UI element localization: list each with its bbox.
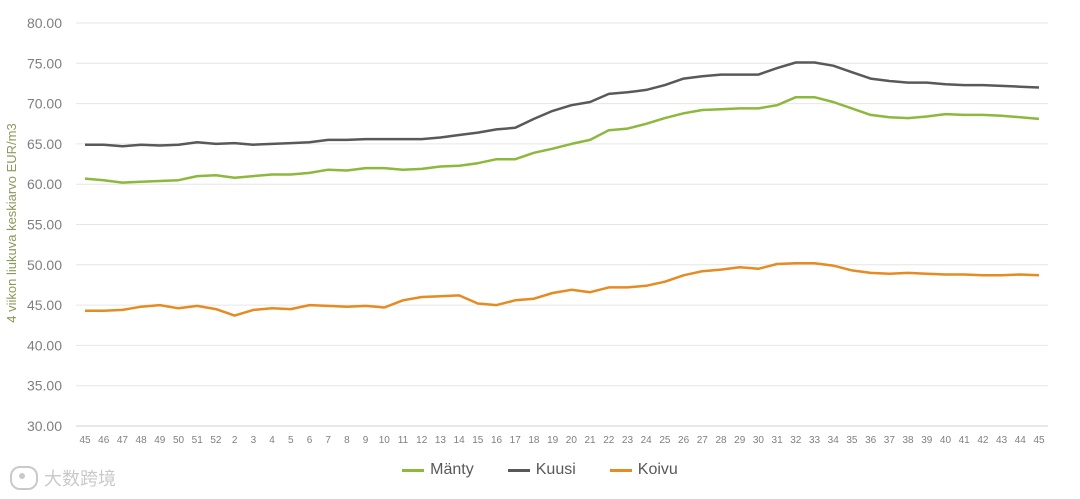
x-tick-label: 43	[996, 435, 1008, 446]
x-tick-label: 18	[528, 435, 540, 446]
x-tick-label: 34	[828, 435, 840, 446]
y-axis-title: 4 viikon liukuva keskiarvo EUR/m3	[4, 123, 19, 322]
x-tick-label: 48	[136, 435, 148, 446]
x-tick-label: 38	[902, 435, 914, 446]
y-tick-label: 40.00	[27, 337, 62, 353]
x-tick-label: 49	[154, 435, 166, 446]
x-tick-label: 26	[678, 435, 690, 446]
legend-swatch	[507, 468, 530, 472]
y-tick-label: 35.00	[27, 378, 62, 394]
y-tick-label: 50.00	[27, 257, 62, 273]
x-tick-label: 21	[584, 435, 596, 446]
x-tick-label: 45	[1033, 435, 1045, 446]
watermark: 大数跨境	[10, 465, 116, 491]
x-tick-label: 16	[491, 435, 503, 446]
x-tick-label: 41	[959, 435, 971, 446]
x-tick-label: 25	[659, 435, 671, 446]
legend-label: Koivu	[637, 461, 678, 478]
x-tick-label: 5	[288, 435, 294, 446]
y-tick-label: 30.00	[27, 418, 62, 434]
y-tick-label: 65.00	[27, 136, 62, 152]
x-tick-label: 12	[416, 435, 428, 446]
x-tick-label: 45	[79, 435, 91, 446]
x-tick-label: 40	[940, 435, 952, 446]
x-tick-label: 9	[363, 435, 369, 446]
series-line-kuusi	[85, 61, 1040, 148]
x-tick-label: 24	[641, 435, 653, 446]
x-tick-label: 2	[232, 435, 238, 446]
x-tick-label: 35	[846, 435, 858, 446]
x-tick-label: 20	[566, 435, 578, 446]
gridlines	[76, 22, 1048, 427]
x-tick-label: 30	[753, 435, 765, 446]
legend-item: Mänty	[402, 461, 474, 479]
x-tick-label: 3	[251, 435, 257, 446]
series-line-koivu	[85, 261, 1040, 317]
y-tick-label: 60.00	[27, 176, 62, 192]
y-tick-label: 75.00	[27, 55, 62, 71]
y-tick-label: 80.00	[27, 15, 62, 31]
x-tick-label: 28	[715, 435, 727, 446]
x-tick-label: 6	[307, 435, 313, 446]
legend-label: Kuusi	[535, 461, 576, 478]
x-tick-label: 36	[865, 435, 877, 446]
x-tick-label: 7	[325, 435, 331, 446]
x-tick-label: 4	[269, 435, 275, 446]
y-tick-label: 55.00	[27, 217, 62, 233]
x-tick-label: 17	[510, 435, 522, 446]
x-tick-label: 31	[772, 435, 784, 446]
x-tick-label: 42	[977, 435, 989, 446]
x-tick-label: 29	[734, 435, 746, 446]
x-tick-label: 47	[117, 435, 129, 446]
x-tick-label: 37	[884, 435, 896, 446]
x-tick-label: 13	[435, 435, 447, 446]
x-tick-label: 10	[379, 435, 391, 446]
x-tick-label: 44	[1015, 435, 1027, 446]
legend-item: Kuusi	[507, 461, 576, 479]
x-tick-label: 39	[921, 435, 933, 446]
x-tick-label: 19	[547, 435, 559, 446]
x-tick-label: 32	[790, 435, 802, 446]
watermark-text: 大数跨境	[44, 469, 116, 490]
legend-item: Koivu	[609, 461, 678, 479]
x-tick-label: 33	[809, 435, 821, 446]
x-tick-label: 51	[192, 435, 204, 446]
x-tick-label: 11	[398, 435, 409, 446]
x-tick-label: 14	[454, 435, 466, 446]
x-tick-label: 22	[603, 435, 615, 446]
x-axis-ticks: 45 46 47 48 49 50 51 52 2 3 4 5 6 7 8 9 10 11 12 13 14 15 16 17…	[79, 435, 1045, 446]
legend-label: Mänty	[430, 461, 474, 478]
x-tick-label: 23	[622, 435, 634, 446]
legend-swatch	[609, 468, 632, 472]
series-line-mnty	[84, 95, 1040, 184]
x-tick-label: 27	[697, 435, 709, 446]
watermark-logo-icon	[10, 466, 38, 490]
x-tick-label: 52	[210, 435, 222, 446]
y-tick-label: 45.00	[27, 297, 62, 313]
x-tick-label: 15	[472, 435, 484, 446]
series-lines	[84, 61, 1040, 317]
y-axis-ticks: 30.00 35.00 40.00 45.00 50.00 55.00 60.00 65.00…	[27, 15, 62, 434]
legend: Mänty Kuusi Koivu	[0, 461, 1080, 479]
x-tick-label: 46	[98, 435, 110, 446]
y-tick-label: 70.00	[27, 96, 62, 112]
x-tick-label: 8	[344, 435, 350, 446]
x-tick-label: 50	[173, 435, 185, 446]
legend-swatch	[402, 468, 425, 472]
